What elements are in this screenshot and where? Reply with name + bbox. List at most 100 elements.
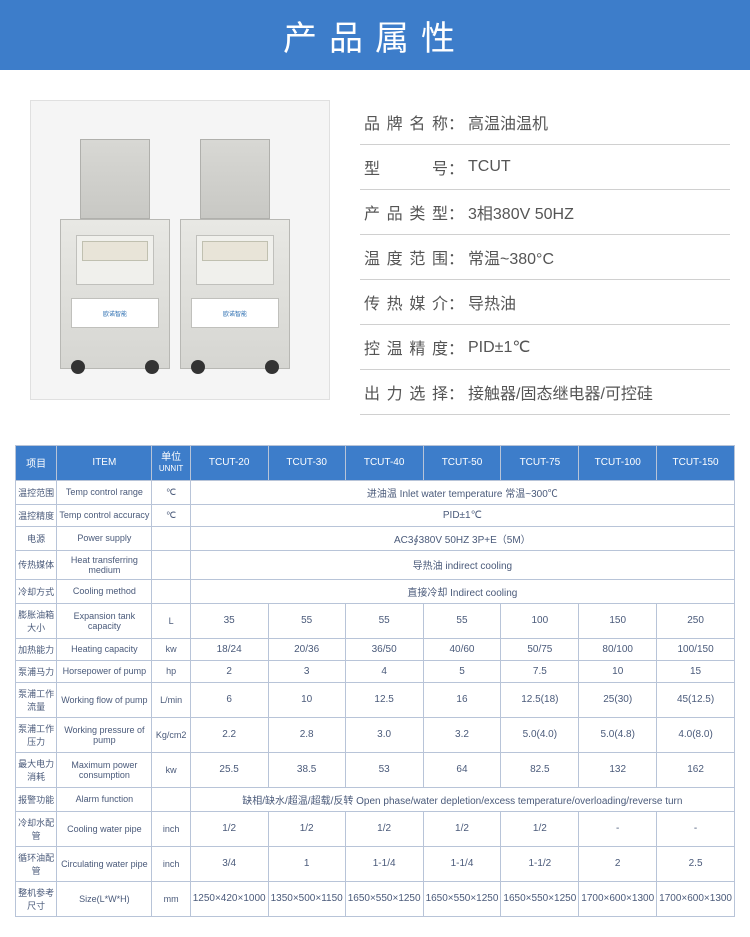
cell-unit: L/min [152,682,190,717]
cell-en: Alarm function [57,787,152,811]
table-row: 冷却方式Cooling method直接冷却 Indirect cooling [16,579,735,603]
cell-en: Temp control accuracy [57,504,152,526]
spec-value: TCUT [464,158,726,176]
spec-label: 型 号： [364,155,464,179]
cell-value: 50/75 [501,638,579,660]
cell-span: 进油温 Inlet water temperature 常温~300℃ [190,480,734,504]
cell-value: 1700×600×1300 [657,881,735,916]
cell-unit: inch [152,811,190,846]
col-unit: 单位 UNNIT [152,446,190,481]
page-title: 产品属性 [0,0,750,70]
spec-value: 导热油 [464,290,726,314]
cell-value: 1350×500×1150 [268,881,345,916]
cell-zh: 冷却方式 [16,579,57,603]
specifications-table: 项目 ITEM 单位 UNNIT TCUT-20 TCUT-30 TCUT-40… [15,445,735,917]
cell-value: 38.5 [268,752,345,787]
cell-unit [152,550,190,579]
cell-en: Horsepower of pump [57,660,152,682]
cell-unit [152,526,190,550]
cell-value: 82.5 [501,752,579,787]
table-row: 泵浦工作压力Working pressure of pumpKg/cm22.22… [16,717,735,752]
cell-value: 250 [657,603,735,638]
cell-value: 2.2 [190,717,268,752]
cell-en: Temp control range [57,480,152,504]
cell-span: PID±1℃ [190,504,734,526]
cell-value: 1/2 [345,811,423,846]
cell-value: 35 [190,603,268,638]
cell-zh: 冷却水配管 [16,811,57,846]
cell-en: Expansion tank capacity [57,603,152,638]
cell-value: 1/2 [501,811,579,846]
cell-en: Maximum power consumption [57,752,152,787]
cell-value: 1250×420×1000 [190,881,268,916]
spec-label: 产品类型： [364,200,464,224]
table-row: 温控范围Temp control range℃进油温 Inlet water t… [16,480,735,504]
cell-span: AC3∮380V 50HZ 3P+E（5M） [190,526,734,550]
cell-zh: 泵浦工作流量 [16,682,57,717]
cell-value: 1650×550×1250 [423,881,501,916]
spec-list: 品牌名称： 高温油温机 型 号： TCUT 产品类型： 3相380V 50HZ … [360,100,730,415]
cell-value: - [579,811,657,846]
cell-value: 1 [268,846,345,881]
cell-zh: 循环油配管 [16,846,57,881]
cell-value: 4.0(8.0) [657,717,735,752]
spec-value: 高温油温机 [464,110,726,134]
cell-value: 16 [423,682,501,717]
cell-value: 1/2 [268,811,345,846]
table-row: 温控精度Temp control accuracy℃PID±1℃ [16,504,735,526]
spec-label: 温度范围： [364,245,464,269]
cell-value: 10 [579,660,657,682]
spec-value: 常温~380°C [464,245,726,269]
cell-value: 1/2 [190,811,268,846]
col-model: TCUT-40 [345,446,423,481]
cell-en: Heating capacity [57,638,152,660]
cell-value: 45(12.5) [657,682,735,717]
cell-zh: 报警功能 [16,787,57,811]
cell-value: 2 [579,846,657,881]
cell-en: Working pressure of pump [57,717,152,752]
cell-value: 100 [501,603,579,638]
cell-zh: 温控精度 [16,504,57,526]
cell-zh: 膨胀油箱大小 [16,603,57,638]
cell-value: 162 [657,752,735,787]
cell-value: 3 [268,660,345,682]
table-row: 泵浦马力Horsepower of pumphp23457.51015 [16,660,735,682]
spec-row: 型 号： TCUT [360,145,730,190]
spec-row: 温度范围： 常温~380°C [360,235,730,280]
cell-value: 36/50 [345,638,423,660]
cell-zh: 温控范围 [16,480,57,504]
cell-value: 1700×600×1300 [579,881,657,916]
cell-value: 3.0 [345,717,423,752]
cell-value: 2.8 [268,717,345,752]
cell-unit: kw [152,752,190,787]
cell-unit: ℃ [152,504,190,526]
cell-value: 55 [345,603,423,638]
cell-zh: 电源 [16,526,57,550]
spec-value: 接触器/固态继电器/可控硅 [464,380,726,404]
col-model: TCUT-50 [423,446,501,481]
cell-unit: L [152,603,190,638]
cell-value: 7.5 [501,660,579,682]
table-row: 报警功能Alarm function缺相/缺水/超温/超载/反转 Open ph… [16,787,735,811]
cell-unit: Kg/cm2 [152,717,190,752]
cell-value: 1-1/2 [501,846,579,881]
spec-row: 产品类型： 3相380V 50HZ [360,190,730,235]
cell-value: 12.5(18) [501,682,579,717]
cell-value: 5.0(4.0) [501,717,579,752]
cell-value: - [657,811,735,846]
cell-span: 导热油 indirect cooling [190,550,734,579]
spec-value: PID±1℃ [464,337,726,357]
cell-value: 1650×550×1250 [345,881,423,916]
cell-value: 53 [345,752,423,787]
table-row: 最大电力消耗Maximum power consumptionkw25.538.… [16,752,735,787]
col-project: 项目 [16,446,57,481]
cell-value: 12.5 [345,682,423,717]
table-row: 电源Power supply AC3∮380V 50HZ 3P+E（5M） [16,526,735,550]
table-row: 整机参考尺寸Size(L*W*H)mm1250×420×10001350×500… [16,881,735,916]
cell-value: 10 [268,682,345,717]
product-overview: 欧诺智能 欧诺智能 品牌名称： 高温油温机 型 号： TCUT 产品类型： 3相… [0,70,750,445]
cell-zh: 加热能力 [16,638,57,660]
cell-en: Heat transferring medium [57,550,152,579]
cell-en: Power supply [57,526,152,550]
cell-value: 2 [190,660,268,682]
